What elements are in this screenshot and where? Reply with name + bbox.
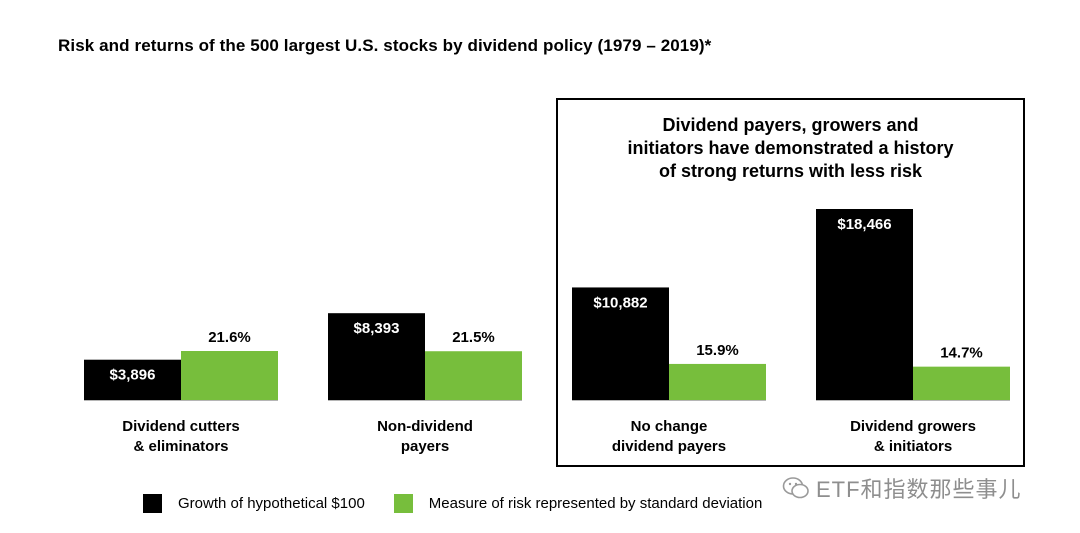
legend-swatch-risk [393,493,413,513]
chart-title: Risk and returns of the 500 largest U.S.… [58,36,712,55]
data-label-risk: 14.7% [940,345,983,362]
bar-growth [816,209,913,400]
data-label-risk: 15.9% [696,342,739,359]
category-label: Non-dividend [377,418,473,435]
category-label: & initiators [874,438,952,455]
data-label-growth: $8,393 [354,320,400,337]
callout-line: Dividend payers, growers and [662,115,919,135]
legend-item-growth: Growth of hypothetical $100 [143,493,365,513]
category-label: No change [631,418,708,435]
callout-line: of strong returns with less risk [658,161,923,181]
watermark-text: ETF和指数那些事儿 [816,477,1022,502]
category-label: Dividend growers [850,418,976,435]
category-label: Dividend cutters [122,418,240,435]
legend-swatch-growth [143,493,162,513]
legend-item-risk: Measure of risk represented by standard … [393,493,763,513]
bar-risk [425,351,522,400]
data-label-growth: $3,896 [110,367,156,384]
bar-growth [84,359,181,400]
data-label-risk: 21.5% [452,329,495,346]
data-label-growth: $10,882 [593,294,647,311]
category-label: payers [401,438,449,455]
legend: Growth of hypothetical $100 Measure of r… [143,493,762,513]
bar-chart: $3,896 21.6% Dividend cutters & eliminators… [84,209,1010,455]
bar-risk [181,351,278,400]
bar-growth [328,313,425,400]
wechat-icon [782,477,809,499]
watermark: ETF和指数那些事儿 [782,472,1022,504]
callout-box [556,98,1025,467]
category-label: & eliminators [133,438,228,455]
callout-line: initiators have demonstrated a history [627,138,954,158]
bar-risk [669,363,766,400]
legend-label-growth: Growth of hypothetical $100 [178,494,365,512]
bar-growth [572,287,669,400]
bar-risk [913,366,1010,400]
data-label-risk: 21.6% [208,329,251,346]
category-label: dividend payers [612,438,726,455]
data-label-growth: $18,466 [837,216,891,233]
legend-label-risk: Measure of risk represented by standard … [428,494,763,512]
callout-text: Dividend payers, growers and initiators … [556,114,1025,183]
